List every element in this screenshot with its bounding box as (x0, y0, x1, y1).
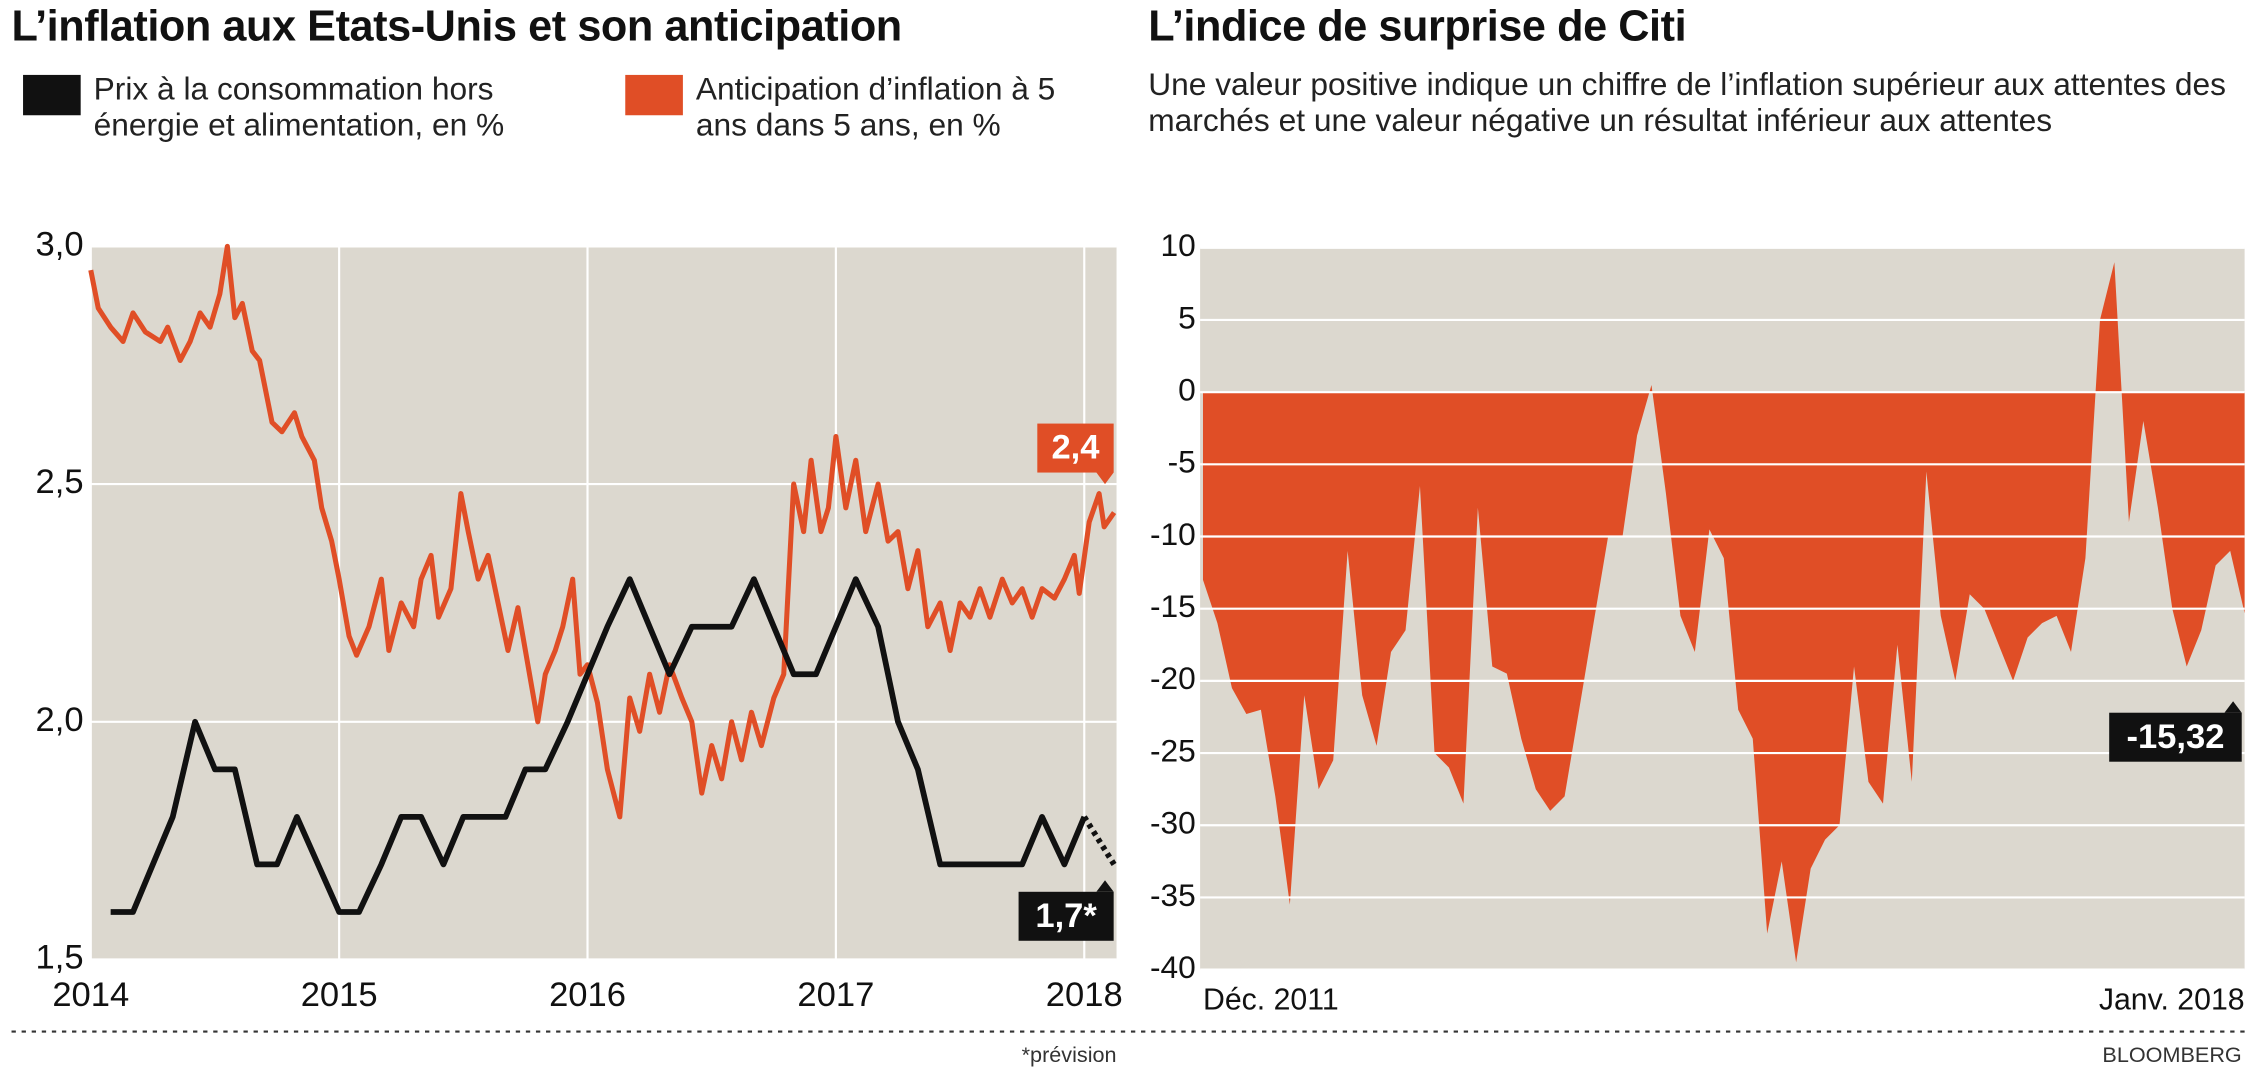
annotation: -15,32 (2109, 701, 2242, 762)
y-tick-label: -30 (1150, 805, 1196, 841)
annotation-label: 2,4 (1051, 429, 1100, 467)
y-tick-label: 2,0 (36, 701, 84, 739)
series-line (88, 243, 1117, 820)
y-tick-label: 2,5 (36, 463, 84, 501)
forecast-line (1081, 815, 1117, 866)
y-tick-label: 0 (1178, 372, 1196, 408)
y-tick-label: -35 (1150, 877, 1196, 913)
y-tick-label: 1,5 (36, 939, 84, 977)
annotation-pointer (1096, 472, 1114, 485)
annotation-box (1037, 423, 1114, 473)
area (1202, 262, 2245, 963)
series-line (110, 576, 1087, 915)
annotation: 2,4 (1037, 423, 1114, 485)
y-tick-label: -5 (1168, 444, 1196, 480)
x-tick-label: Déc. 2011 (1203, 983, 1339, 1016)
annotation-label: 1,7* (1035, 897, 1097, 935)
footnote: *prévision (1021, 1043, 1117, 1068)
y-tick-label: 10 (1161, 227, 1196, 263)
legend-label: Anticipation d’inflation à 5 ans dans 5 … (695, 70, 1056, 143)
y-tick-label: 5 (1178, 299, 1196, 335)
annotation-pointer (2224, 701, 2242, 713)
y-tick-label: -25 (1150, 732, 1196, 768)
chart-title: L’indice de surprise de Citi (1148, 2, 1687, 51)
y-tick-label: -40 (1150, 949, 1196, 985)
chart-subtitle: Une valeur positive indique un chiffre d… (1148, 66, 2226, 139)
x-tick-label: 2015 (301, 976, 378, 1014)
chart-title: L’inflation aux Etats-Unis et son antici… (11, 2, 903, 51)
annotation-box (1018, 891, 1114, 941)
y-tick-label: -15 (1150, 588, 1196, 624)
source: BLOOMBERG (2102, 1043, 2242, 1068)
y-tick-label: -10 (1150, 516, 1196, 552)
y-tick-label: -20 (1150, 660, 1196, 696)
legend-swatch (625, 74, 683, 116)
annotation-box (2109, 712, 2242, 762)
annotation-label: -15,32 (2126, 718, 2224, 756)
x-tick-label: Janv. 2018 (2099, 983, 2245, 1016)
x-tick-label: 2016 (549, 976, 626, 1014)
annotation-pointer (1096, 880, 1114, 892)
legend-swatch (23, 74, 81, 116)
x-tick-label: 2018 (1046, 976, 1123, 1014)
x-tick-label: 2017 (797, 976, 874, 1014)
y-tick-label: 3,0 (36, 225, 84, 263)
x-tick-label: 2014 (52, 976, 129, 1014)
legend-label: Prix à la consommation hors énergie et a… (93, 70, 505, 143)
annotation: 1,7* (1018, 880, 1114, 941)
